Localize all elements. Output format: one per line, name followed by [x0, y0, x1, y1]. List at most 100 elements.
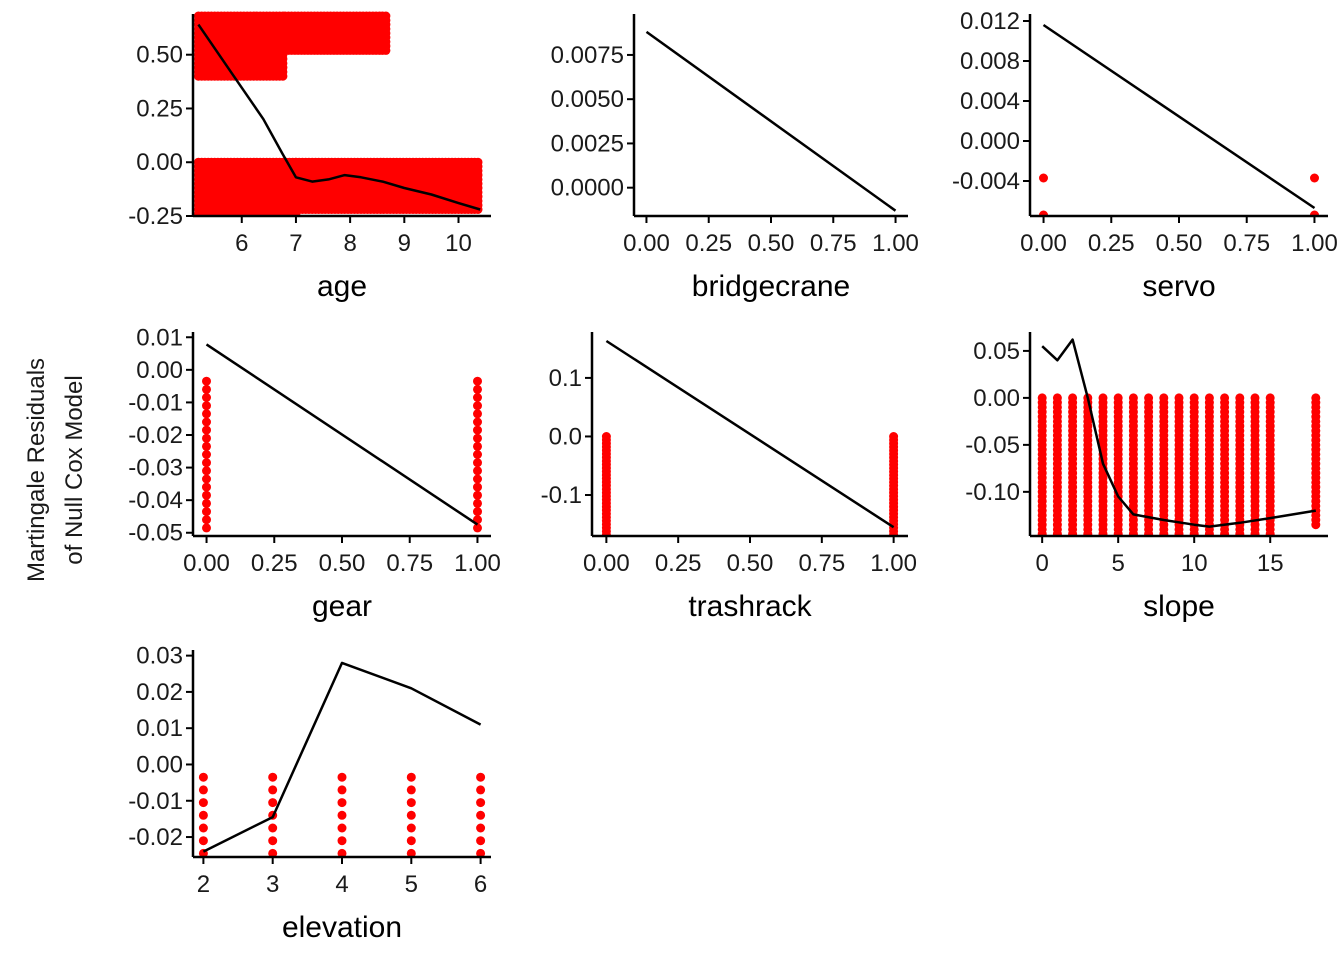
x-axis-title: gear — [312, 590, 372, 623]
y-tick-label: 0.01 — [136, 324, 183, 351]
data-point — [476, 848, 486, 857]
data-point — [198, 785, 208, 795]
data-point — [202, 409, 211, 419]
data-point — [473, 450, 482, 459]
data-point — [202, 498, 211, 508]
data-point — [1220, 529, 1230, 536]
y-tick-label: 0.1 — [549, 365, 582, 392]
data-point — [268, 848, 278, 857]
x-tick-label: 0.25 — [1088, 230, 1135, 257]
figure-y-label: Martingale Residuals of Null Cox Model — [23, 358, 88, 582]
data-point — [337, 785, 347, 795]
data-point — [1159, 529, 1169, 536]
data-point — [268, 785, 278, 795]
trend-line-servo — [1042, 23, 1316, 210]
x-tick-label: 6 — [474, 871, 487, 898]
data-point — [406, 848, 416, 857]
data-point — [476, 810, 486, 820]
y-tick-label: -0.05 — [128, 520, 183, 547]
data-point — [1052, 529, 1062, 536]
data-point — [337, 772, 347, 782]
data-point — [889, 530, 899, 536]
data-point — [1113, 529, 1123, 536]
data-point — [473, 384, 482, 394]
y-tick-label: -0.03 — [128, 455, 183, 482]
panel-gear: 0.00 0.25 0.50 0.75 1.00 -0.05 -0.04 -0.03 -0.02… — [128, 324, 501, 623]
data-point — [202, 458, 211, 468]
data-point — [476, 823, 486, 833]
data-point — [473, 425, 482, 435]
x-axis-title: slope — [1143, 590, 1215, 623]
data-point — [1250, 529, 1260, 536]
data-point — [381, 45, 391, 55]
y-tick-label: -0.004 — [952, 168, 1020, 195]
data-point — [473, 474, 482, 484]
y-tick-label: -0.05 — [965, 432, 1020, 459]
y-tick-label: -0.25 — [128, 203, 183, 230]
data-point — [473, 376, 482, 386]
x-tick-label: 0.75 — [810, 230, 857, 257]
y-tick-label: 0.01 — [136, 715, 183, 742]
data-point — [202, 515, 211, 525]
x-tick-label: 3 — [266, 871, 279, 898]
trend-line-age — [197, 23, 481, 211]
data-point — [473, 458, 482, 468]
data-point — [268, 772, 278, 782]
y-tick-label: 0.0050 — [551, 86, 624, 113]
y-tick-label: 0.03 — [136, 643, 183, 670]
y-tick-label: 0.004 — [960, 88, 1020, 115]
data-point — [406, 785, 416, 795]
trend-line-bridgecrane — [645, 30, 897, 212]
data-point — [1039, 173, 1048, 183]
y-tick-label: -0.10 — [965, 479, 1020, 506]
x-axis-title: bridgecrane — [692, 270, 850, 303]
x-tick-label: 0.00 — [183, 550, 230, 577]
trend-line-gear — [205, 343, 479, 526]
data-point — [1083, 529, 1093, 536]
data-point — [473, 507, 482, 517]
x-tick-label: 1.00 — [872, 230, 919, 257]
data-point — [476, 798, 486, 808]
x-tick-label: 1.00 — [454, 550, 501, 577]
x-tick-label: 6 — [235, 230, 248, 257]
data-point — [202, 507, 211, 517]
data-point — [1204, 529, 1214, 536]
x-tick-label: 0.00 — [583, 550, 630, 577]
data-point — [473, 523, 482, 533]
y-tick-label: 0.02 — [136, 679, 183, 706]
x-tick-label: 7 — [289, 230, 302, 257]
points-elevation — [198, 772, 486, 857]
data-point — [406, 772, 416, 782]
data-point — [278, 71, 288, 81]
x-tick-label: 9 — [398, 230, 411, 257]
y-tick-label: 0.0000 — [551, 175, 624, 202]
data-point — [202, 376, 211, 386]
points-trashrack — [601, 432, 899, 536]
x-tick-label: 8 — [343, 230, 356, 257]
y-tick-label: -0.01 — [128, 788, 183, 815]
y-tick-label: 0.0 — [549, 423, 582, 450]
x-tick-label: 0.25 — [251, 550, 298, 577]
data-point — [202, 425, 211, 435]
data-point — [1098, 529, 1108, 536]
panel-trashrack: 0.00 0.25 0.50 0.75 1.00 -0.1 0.0 0.1 trashrack — [541, 332, 917, 623]
data-point — [337, 810, 347, 820]
data-point — [202, 474, 211, 484]
data-point — [268, 823, 278, 833]
y-tick-label: 0.00 — [136, 149, 183, 176]
x-tick-label: 1.00 — [1291, 230, 1338, 257]
points-servo — [1039, 173, 1319, 216]
x-tick-label: 0.50 — [1156, 230, 1203, 257]
data-point — [202, 482, 211, 492]
data-point — [406, 836, 416, 846]
data-point — [202, 523, 211, 533]
y-label-line-2: of Null Cox Model — [61, 375, 88, 564]
data-point — [473, 441, 482, 451]
data-point — [473, 433, 482, 443]
data-point — [337, 823, 347, 833]
data-point — [406, 810, 416, 820]
data-point — [601, 530, 611, 536]
panel-servo: 0.00 0.25 0.50 0.75 1.00 -0.004 0.000 0.004 0.00… — [952, 8, 1338, 303]
data-point — [202, 450, 211, 459]
